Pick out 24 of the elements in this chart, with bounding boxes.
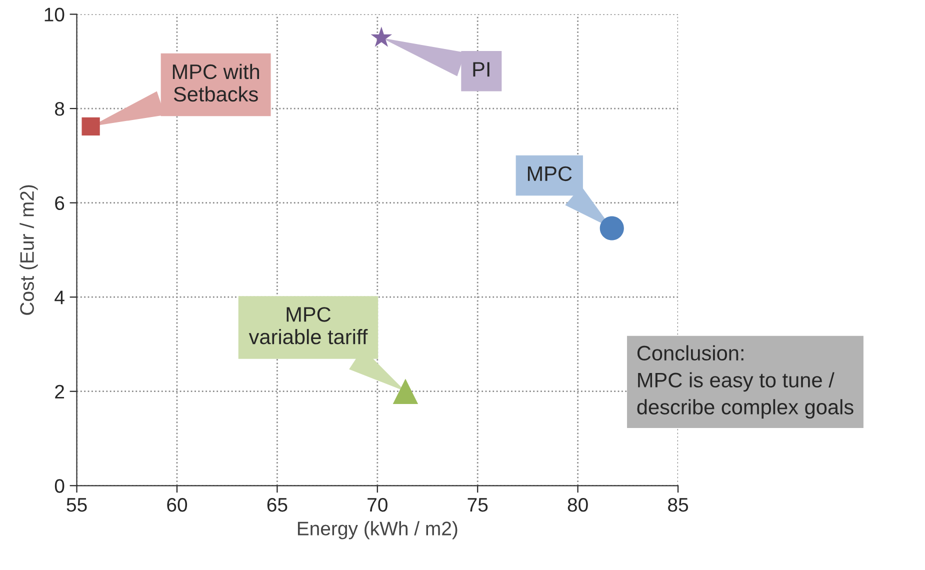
point	[392, 378, 418, 404]
x-tick-label: 65	[267, 498, 288, 512]
x-tick-label: 75	[468, 498, 488, 512]
annotation: PI	[473, 62, 490, 77]
annotation: MPC	[528, 166, 572, 182]
y-tick-label: 8	[55, 102, 64, 116]
annotation: MPC with Setbacks	[172, 64, 260, 102]
point	[600, 216, 624, 240]
point	[82, 117, 100, 136]
y-axis-title: Cost (Eur / m2)	[20, 185, 38, 315]
x-tick-label: 70	[368, 498, 388, 512]
point	[370, 26, 392, 47]
x-tick-label: 60	[167, 498, 188, 512]
y-tick-label: 4	[54, 290, 64, 304]
annotation: MPC variable tariff	[248, 307, 368, 344]
x-tick-label: 55	[66, 498, 87, 512]
y-tick-label: 2	[55, 384, 64, 398]
x-tick-label: 85	[668, 498, 688, 512]
x-axis-title: Energy (kWh / m2)	[298, 521, 458, 540]
annotation: Conclusion: MPC is easy to tune / describe complex goals	[637, 345, 854, 419]
y-tick-label: 10	[44, 8, 64, 22]
y-tick-label: 6	[55, 196, 64, 210]
x-tick-label: 80	[568, 498, 588, 512]
y-tick-label: 0	[54, 479, 64, 493]
